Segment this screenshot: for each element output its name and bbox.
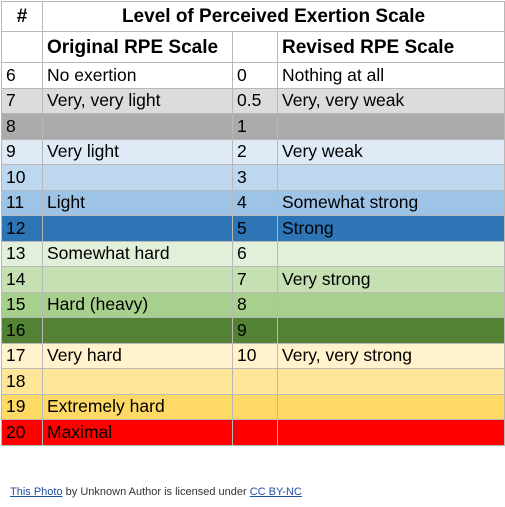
revised-number-cell [232,368,278,395]
table-row: 11 Light 4 Somewhat strong [1,189,505,216]
original-description-cell: Very, very light [42,87,233,114]
revised-description-cell: Somewhat strong [276,189,505,216]
original-description-cell: Very light [42,138,233,165]
original-description-cell [42,113,233,140]
revised-description-cell: Very strong [276,266,505,293]
table-row: 17 Very hard 10 Very, very strong [1,342,505,369]
revised-description-cell: Nothing at all [276,62,505,89]
revised-number-cell [232,419,278,446]
original-description-cell [42,215,233,242]
original-description-cell: Extremely hard [42,393,233,420]
revised-number-cell: 0 [232,62,278,89]
table-row: 7 Very, very light 0.5 Very, very weak [1,87,505,114]
rpe-table: # Level of Perceived Exertion Scale Orig… [1,1,505,446]
rpe-number-cell: 6 [1,62,43,89]
revised-number-cell: 1 [232,113,278,140]
rpe-number-cell: 19 [1,393,43,420]
hash-header: # [1,1,43,32]
table-row: 10 3 [1,164,505,191]
revised-description-cell [276,240,505,267]
table-row: 13 Somewhat hard 6 [1,240,505,267]
title-row: # Level of Perceived Exertion Scale [1,1,505,32]
photo-link[interactable]: This Photo [10,486,63,498]
revised-description-cell: Strong [276,215,505,242]
table-row: 6 No exertion 0 Nothing at all [1,62,505,89]
rpe-number-cell: 15 [1,291,43,318]
original-description-cell: No exertion [42,62,233,89]
rpe-number-cell: 11 [1,189,43,216]
table-row: 15 Hard (heavy) 8 [1,291,505,318]
rpe-number-cell: 20 [1,419,43,446]
revised-description-cell [276,164,505,191]
revised-description-cell [276,113,505,140]
table-row: 18 [1,368,505,395]
original-description-cell: Maximal [42,419,233,446]
revised-description-cell [276,291,505,318]
column-header-row: Original RPE Scale Revised RPE Scale [1,31,505,63]
attribution: This Photo by Unknown Author is licensed… [10,486,302,498]
original-description-cell [42,368,233,395]
original-description-cell: Hard (heavy) [42,291,233,318]
revised-number-cell: 4 [232,189,278,216]
revised-number-cell: 3 [232,164,278,191]
original-description-cell: Very hard [42,342,233,369]
original-scale-header: Original RPE Scale [42,31,233,63]
original-description-cell: Light [42,189,233,216]
revised-description-cell: Very, very strong [276,342,505,369]
rpe-number-cell: 17 [1,342,43,369]
revised-description-cell [276,368,505,395]
table-row: 9 Very light 2 Very weak [1,138,505,165]
table-row: 16 9 [1,317,505,344]
revised-scale-header: Revised RPE Scale [276,31,505,63]
revised-number-cell: 2 [232,138,278,165]
table-row: 20 Maximal [1,419,505,446]
rpe-number-cell: 18 [1,368,43,395]
revised-description-cell [276,317,505,344]
original-description-cell: Somewhat hard [42,240,233,267]
rpe-number-cell: 10 [1,164,43,191]
rpe-number-cell: 12 [1,215,43,242]
rpe-number-cell: 7 [1,87,43,114]
rpe-number-cell: 9 [1,138,43,165]
revised-number-cell: 9 [232,317,278,344]
rpe-table-body: 6 No exertion 0 Nothing at all 7 Very, very l… [1,62,505,446]
blank-header-cell [1,31,43,63]
original-description-cell [42,317,233,344]
revised-description-cell: Very, very weak [276,87,505,114]
rpe-number-cell: 8 [1,113,43,140]
revised-number-cell [232,393,278,420]
rpe-number-cell: 13 [1,240,43,267]
original-description-cell [42,266,233,293]
revised-number-cell: 7 [232,266,278,293]
revised-description-cell [276,419,505,446]
rpe-number-cell: 16 [1,317,43,344]
revised-number-cell: 10 [232,342,278,369]
revised-number-cell: 6 [232,240,278,267]
license-link[interactable]: CC BY-NC [249,486,302,498]
revised-number-cell: 8 [232,291,278,318]
table-row: 14 7 Very strong [1,266,505,293]
table-row: 12 5 Strong [1,215,505,242]
attribution-text: by Unknown Author is licensed under [62,486,250,498]
revised-number-cell: 5 [232,215,278,242]
revised-description-cell: Very weak [276,138,505,165]
table-row: 19 Extremely hard [1,393,505,420]
revised-description-cell [276,393,505,420]
original-description-cell [42,164,233,191]
revised-number-cell: 0.5 [232,87,278,114]
rpe-number-cell: 14 [1,266,43,293]
table-title: Level of Perceived Exertion Scale [41,1,505,32]
blank-header-cell [232,31,278,63]
